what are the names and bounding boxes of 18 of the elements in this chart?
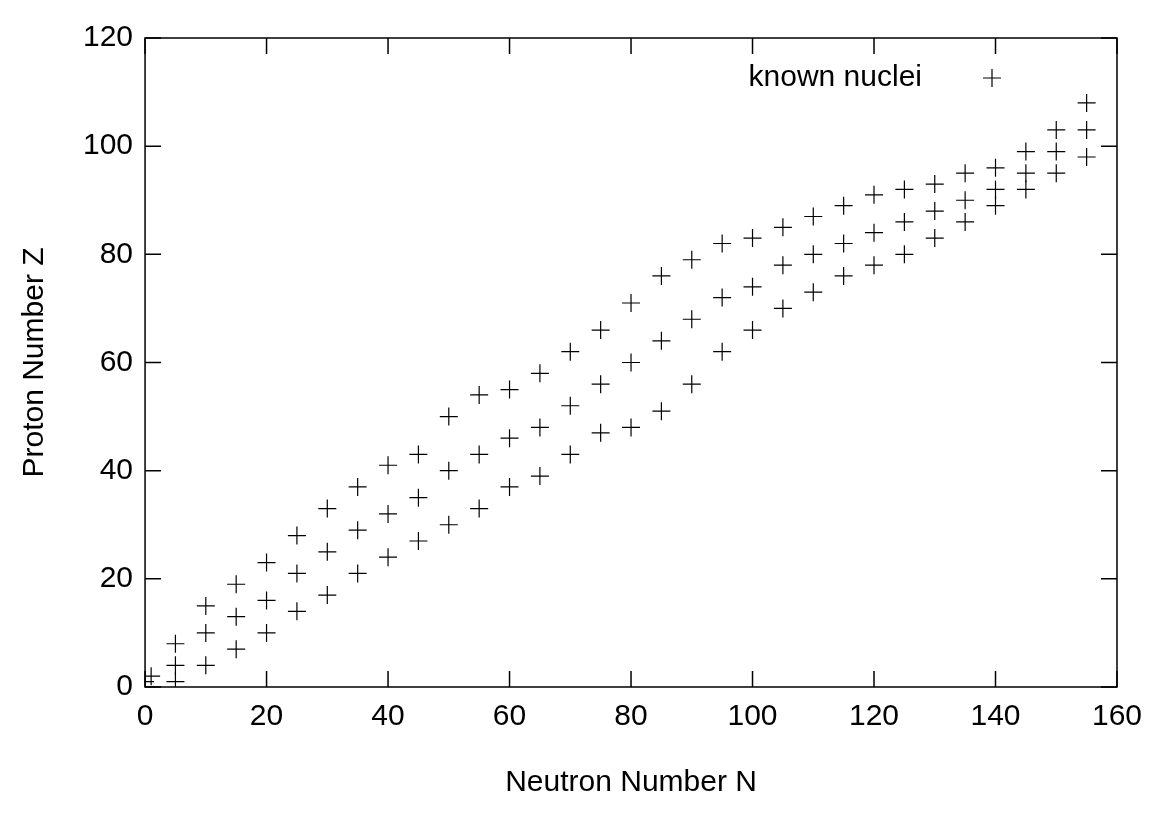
y-tick-label: 20 [99, 560, 134, 594]
x-tick-label: 60 [492, 698, 527, 732]
x-tick-label: 120 [848, 698, 900, 732]
x-tick-label: 160 [1091, 698, 1143, 732]
x-tick-label: 140 [970, 698, 1021, 732]
x-axis-title: Neutron Number N [505, 764, 757, 798]
y-tick-label: 60 [99, 343, 134, 377]
y-axis-title: Proton Number Z [16, 247, 50, 478]
y-tick-label: 80 [99, 235, 134, 269]
x-tick-label: 40 [371, 698, 405, 732]
y-tick-label: 100 [82, 127, 134, 161]
y-tick-label: 120 [82, 19, 134, 53]
x-tick-label: 20 [249, 698, 284, 732]
y-tick-label: 40 [99, 451, 134, 485]
y-tick-label: 0 [116, 668, 134, 702]
x-tick-label: 80 [614, 698, 648, 732]
legend-label: known nuclei [748, 59, 922, 93]
x-tick-label: 100 [727, 698, 778, 732]
